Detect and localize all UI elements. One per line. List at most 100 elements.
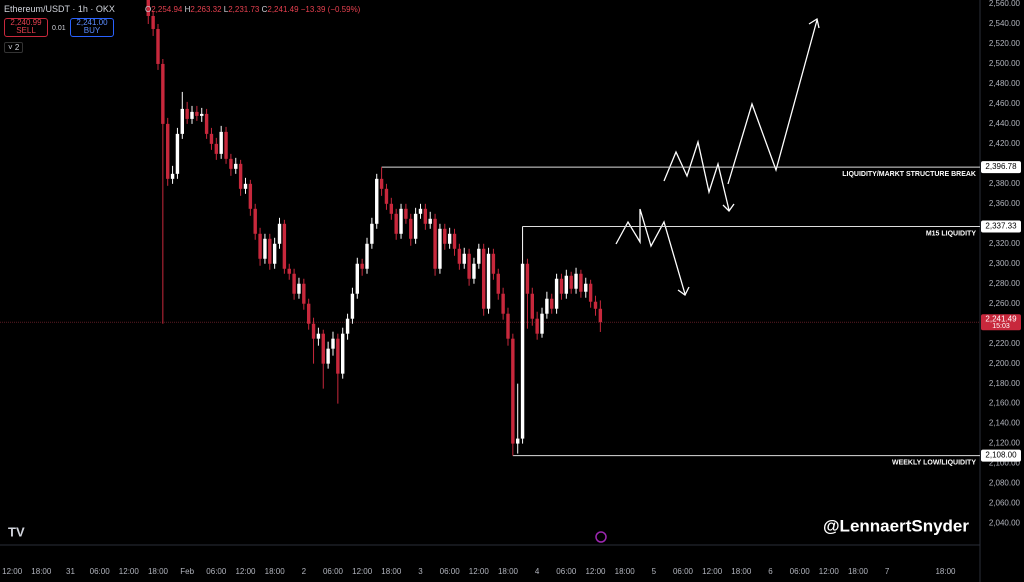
- x-tick-label: 3: [418, 567, 423, 576]
- collapse-button[interactable]: ˅ 2: [4, 42, 24, 53]
- candle-body: [272, 243, 277, 264]
- x-tick-label: 18:00: [265, 567, 286, 576]
- level-value-label: 2,396.78: [985, 162, 1017, 171]
- candle-body: [161, 63, 165, 124]
- candle-body: [375, 178, 379, 224]
- candle-body: [156, 28, 160, 64]
- buy-button[interactable]: 2,241.00 BUY: [70, 18, 114, 37]
- sell-button[interactable]: 2,240.99 SELL: [4, 18, 48, 37]
- candle-body: [559, 278, 564, 294]
- candle-body: [287, 268, 291, 274]
- candle-body: [151, 15, 155, 29]
- candle-body: [409, 218, 413, 239]
- candle-body: [457, 248, 462, 264]
- candle-body: [326, 348, 330, 364]
- candle-body: [516, 438, 520, 444]
- y-tick-label: 2,180.00: [989, 379, 1021, 388]
- spread: 0.01: [52, 25, 66, 32]
- level-value-label: 2,108.00: [985, 451, 1017, 460]
- ohlc-value: 2,263.32: [190, 5, 222, 14]
- candle-body: [219, 131, 223, 154]
- candle-body: [413, 213, 418, 239]
- x-tick-label: 18:00: [731, 567, 752, 576]
- candle-body: [389, 203, 394, 214]
- candle-body: [438, 228, 442, 269]
- y-tick-label: 2,320.00: [989, 239, 1021, 248]
- candle-body: [263, 238, 267, 259]
- candle-body: [535, 318, 539, 334]
- candle-body: [511, 338, 515, 444]
- candle-body: [243, 183, 248, 189]
- candle-body: [282, 223, 287, 269]
- candle-body: [564, 275, 569, 294]
- y-tick-label: 2,560.00: [989, 0, 1021, 8]
- y-tick-label: 2,100.00: [989, 459, 1021, 468]
- candle-body: [224, 131, 228, 159]
- candle-body: [467, 253, 471, 279]
- x-tick-label: 12:00: [819, 567, 840, 576]
- candle-body: [365, 243, 369, 269]
- candle-body: [472, 263, 476, 279]
- candle-body: [598, 308, 603, 323]
- zigzag: [663, 139, 730, 211]
- event-icon[interactable]: [595, 531, 607, 543]
- y-tick-label: 2,280.00: [989, 279, 1021, 288]
- y-tick-label: 2,460.00: [989, 99, 1021, 108]
- ohlc-value: 2,231.73: [228, 5, 260, 14]
- level-text: WEEKLY LOW/LIQUIDITY: [892, 459, 976, 466]
- ohlc-legend: O2,254.94 H2,263.32 L2,231.73 C2,241.49 …: [145, 5, 360, 14]
- candle-body: [336, 338, 340, 374]
- level-tag: [981, 161, 1021, 174]
- x-tick-label: 2: [302, 567, 307, 576]
- x-tick-label: 12:00: [2, 567, 23, 576]
- candle-body: [530, 293, 534, 319]
- ohlc-key: O: [145, 5, 152, 14]
- x-tick-label: 12:00: [702, 567, 723, 576]
- candle-body: [248, 183, 253, 209]
- tv-logo: TV: [8, 524, 25, 539]
- candle-body: [579, 273, 583, 292]
- candle-body: [394, 213, 398, 234]
- x-tick-label: 6: [768, 567, 773, 576]
- x-tick-label: 18:00: [615, 567, 636, 576]
- x-tick-label: 06:00: [673, 567, 694, 576]
- y-tick-label: 2,360.00: [989, 199, 1021, 208]
- sell-label: SELL: [16, 26, 36, 35]
- x-tick-label: 12:00: [469, 567, 490, 576]
- candle-body: [379, 178, 384, 189]
- candle-body: [491, 253, 496, 274]
- symbol: Ethereum/USDT · 1h · OKX: [4, 4, 115, 14]
- x-tick-label: 4: [535, 567, 540, 576]
- y-tick-label: 2,220.00: [989, 339, 1021, 348]
- current-price-tag: [981, 314, 1021, 331]
- candle-body: [345, 318, 350, 334]
- y-tick-label: 2,520.00: [989, 39, 1021, 48]
- watermark: @LennaertSnyder: [823, 516, 969, 535]
- ohlc-value: 2,254.94: [151, 5, 183, 14]
- candle-body: [550, 298, 554, 309]
- ohlc-key: H: [184, 5, 191, 14]
- collapse-count: 2: [14, 43, 20, 52]
- candle-body: [370, 223, 374, 244]
- y-tick-label: 2,300.00: [989, 259, 1021, 268]
- candle-body: [481, 248, 486, 309]
- candle-body: [350, 293, 355, 319]
- candle-body: [584, 283, 588, 292]
- y-tick-label: 2,060.00: [989, 499, 1021, 508]
- buy-price: 2,241.00: [76, 18, 108, 27]
- x-tick-label: 7: [885, 567, 890, 576]
- candle-body: [423, 208, 428, 224]
- candle-body: [190, 111, 194, 119]
- candle-body: [321, 333, 325, 364]
- candle-body: [360, 263, 364, 269]
- candle-body: [384, 188, 389, 204]
- candle-body: [234, 163, 238, 169]
- x-tick-label: 06:00: [556, 567, 577, 576]
- y-tick-label: 2,040.00: [989, 519, 1021, 528]
- level-tag: [981, 220, 1021, 233]
- y-tick-label: 2,380.00: [989, 179, 1021, 188]
- countdown: 15:03: [992, 323, 1010, 330]
- candle-body: [166, 123, 170, 179]
- x-tick-label: 18:00: [148, 567, 169, 576]
